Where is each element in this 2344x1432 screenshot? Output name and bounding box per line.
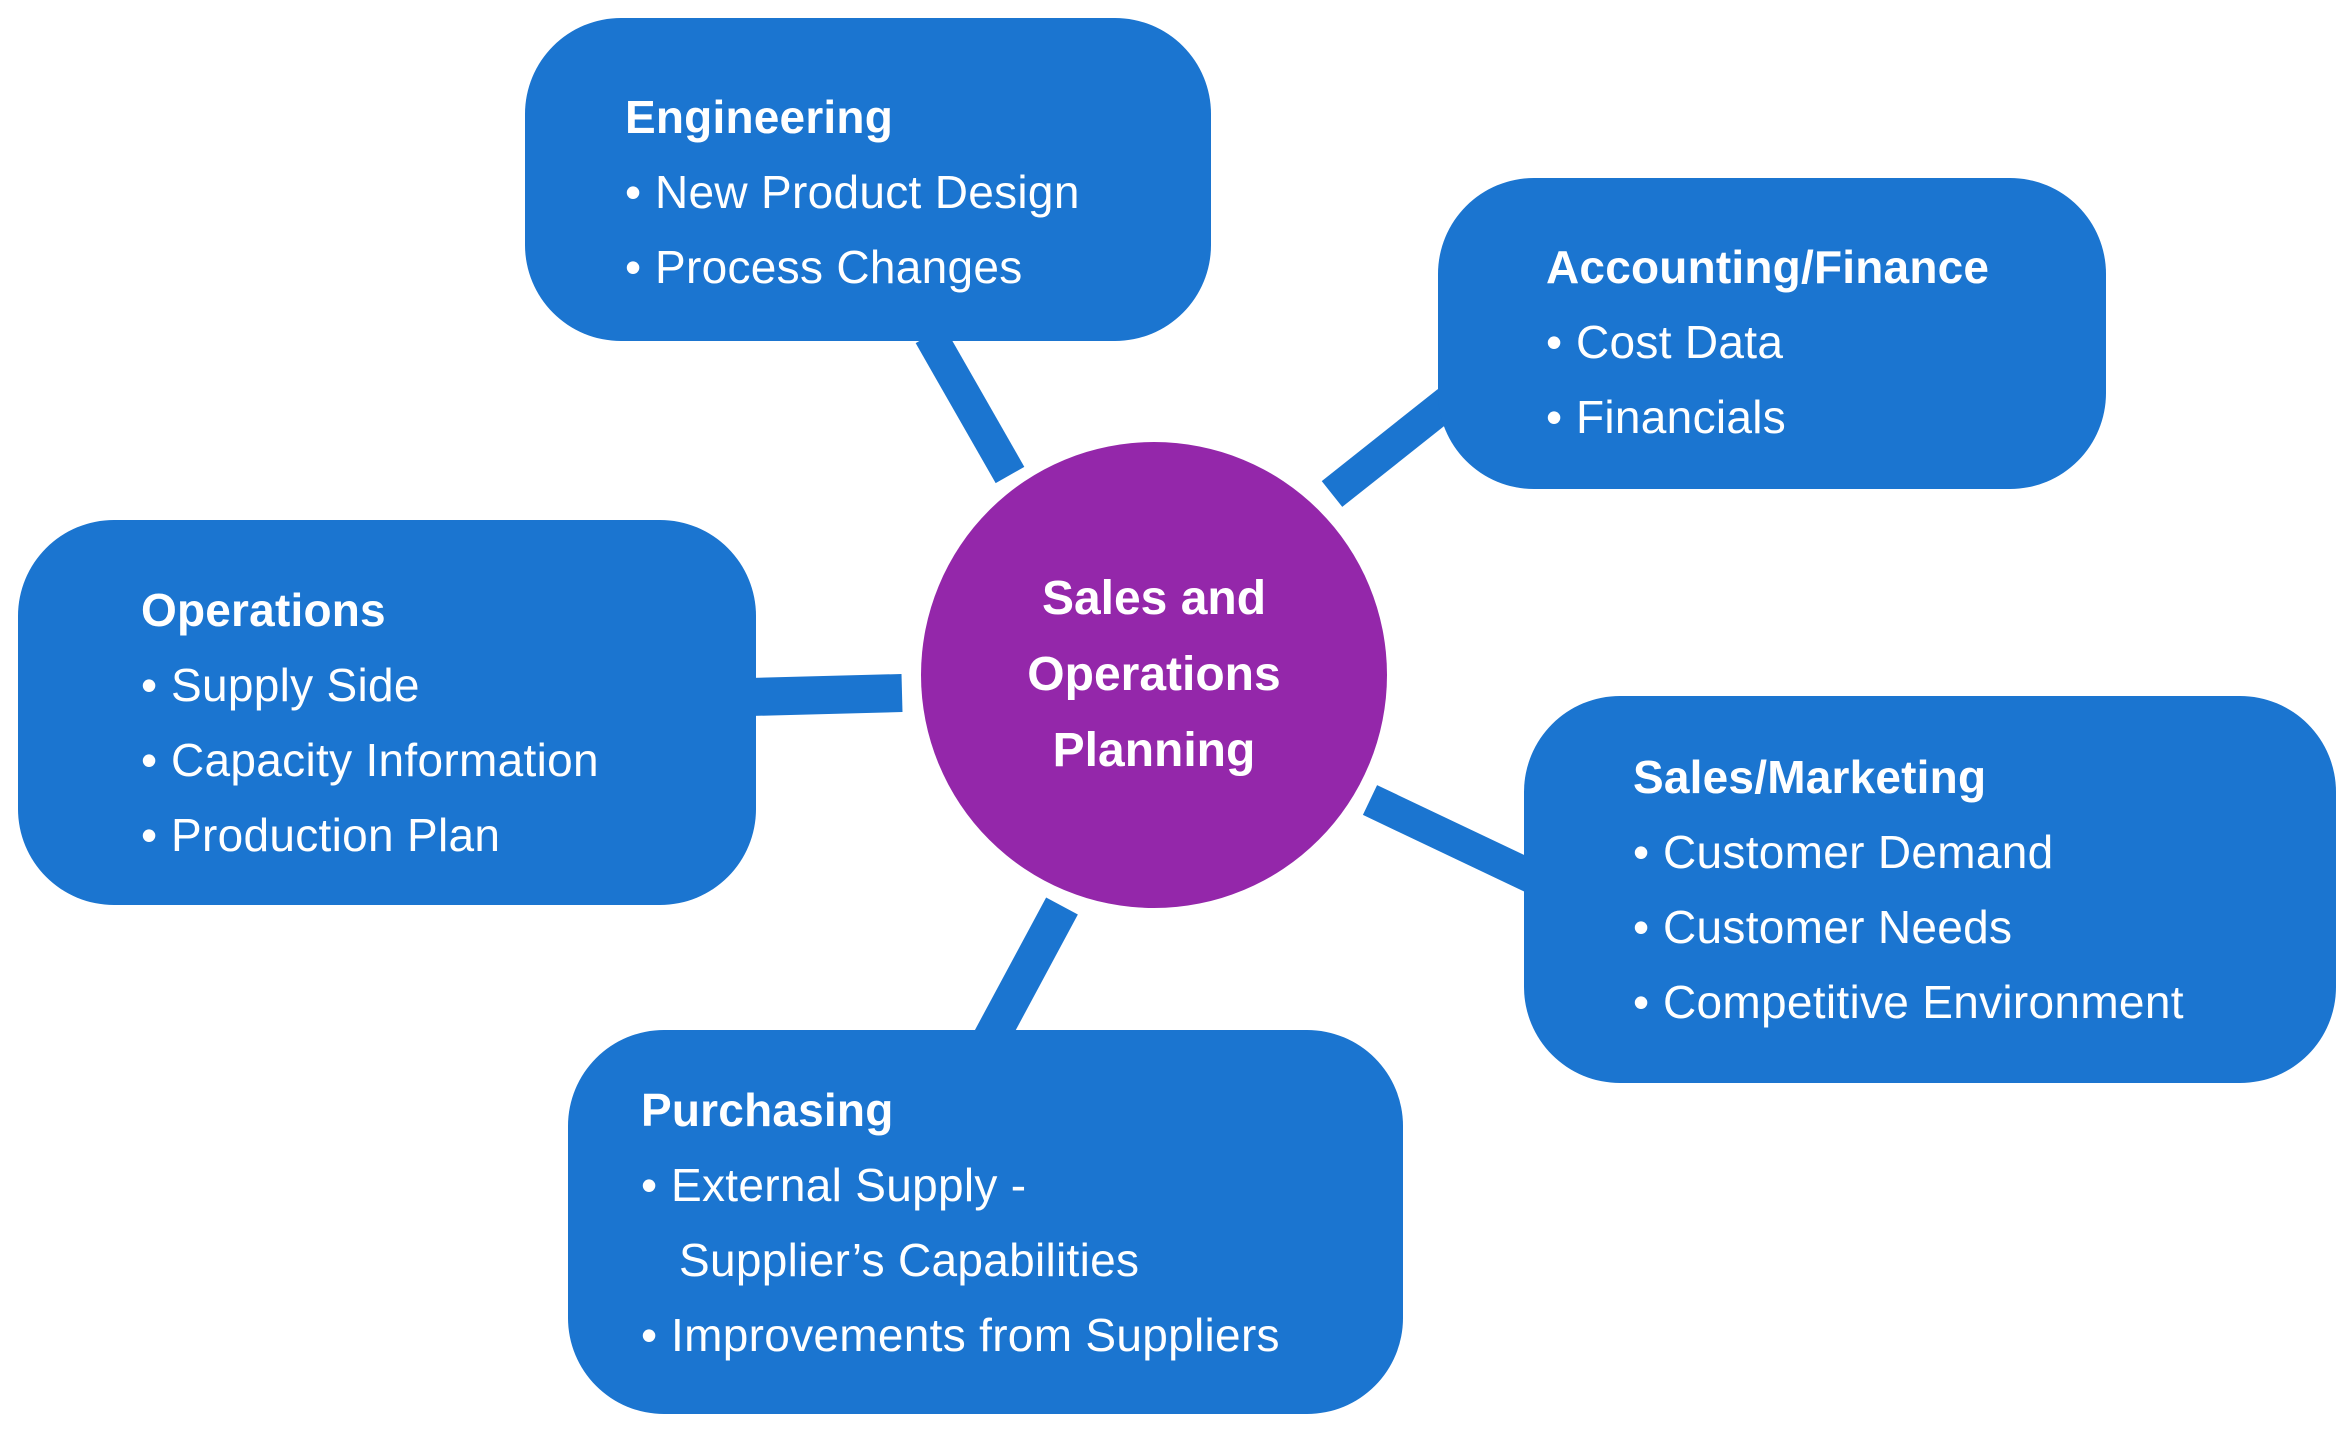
bullet-icon: •	[141, 659, 158, 711]
list-item-text: Customer Demand	[1663, 826, 2054, 878]
node-engineering: Engineering • New Product Design • Process…	[525, 18, 1211, 341]
list-item-text: New Product Design	[655, 166, 1080, 218]
list-item-text: External Supply -	[671, 1159, 1027, 1211]
bullet-icon: •	[641, 1309, 658, 1361]
list-item-text: Improvements from Suppliers	[671, 1309, 1280, 1361]
node-title: Sales/Marketing	[1633, 751, 1987, 803]
list-item: • Improvements from Suppliers	[641, 1298, 1403, 1373]
list-item: • Competitive Environment	[1633, 965, 2336, 1040]
list-item-text: Customer Needs	[1663, 901, 2013, 953]
node-item-list: • Customer Demand • Customer Needs • Compet…	[1633, 815, 2336, 1040]
node-sales-marketing: Sales/Marketing • Customer Demand • Custom…	[1524, 696, 2336, 1083]
list-item: • Customer Demand	[1633, 815, 2336, 890]
connector-engineering	[915, 326, 1025, 484]
list-item: • Financials	[1546, 380, 2106, 455]
list-item-text: Competitive Environment	[1663, 976, 2184, 1028]
bullet-icon: •	[1546, 316, 1563, 368]
list-item: • Customer Needs	[1633, 890, 2336, 965]
node-title: Purchasing	[641, 1084, 894, 1136]
list-item: • New Product Design	[625, 155, 1211, 230]
node-title: Engineering	[625, 91, 894, 143]
bullet-icon: •	[141, 809, 158, 861]
bullet-icon: •	[641, 1159, 658, 1211]
list-item-text: Financials	[1576, 391, 1787, 443]
node-item-list: • External Supply - Supplier’s Capabilitie…	[641, 1148, 1403, 1373]
list-item: • Process Changes	[625, 230, 1211, 305]
center-node-sales-and-operations-planning: Sales and Operations Planning	[921, 442, 1387, 908]
list-item-text: Process Changes	[655, 241, 1023, 293]
node-accounting-finance: Accounting/Finance • Cost Data • Financial…	[1438, 178, 2106, 489]
connector-accounting	[1321, 389, 1459, 507]
node-operations: Operations • Supply Side • Capacity Inform…	[18, 520, 756, 905]
list-item: • Production Plan	[141, 798, 756, 873]
list-item: • Supply Side	[141, 648, 756, 723]
bullet-icon: •	[1633, 901, 1650, 953]
list-item-continuation: Supplier’s Capabilities	[679, 1234, 1140, 1286]
bullet-icon: •	[141, 734, 158, 786]
list-item-text: Production Plan	[171, 809, 501, 861]
connector-operations	[749, 674, 903, 716]
list-item: • Cost Data	[1546, 305, 2106, 380]
node-item-list: • Supply Side • Capacity Information • Prod…	[141, 648, 756, 873]
bullet-icon: •	[625, 166, 642, 218]
list-item: • Capacity Information	[141, 723, 756, 798]
connector-sales	[1362, 785, 1540, 892]
bullet-icon: •	[1546, 391, 1563, 443]
center-title: Sales and Operations Planning	[1027, 572, 1281, 777]
list-item-text: Cost Data	[1576, 316, 1784, 368]
bullet-icon: •	[1633, 826, 1650, 878]
node-purchasing: Purchasing • External Supply - Supplier’s …	[568, 1030, 1403, 1414]
connector-purchasing	[974, 897, 1078, 1049]
list-item-text: Capacity Information	[171, 734, 599, 786]
bullet-icon: •	[625, 241, 642, 293]
node-item-list: • New Product Design • Process Changes	[625, 155, 1211, 305]
node-title: Operations	[141, 584, 386, 636]
list-item: • External Supply - Supplier’s Capabilitie…	[641, 1148, 1403, 1298]
node-title: Accounting/Finance	[1546, 241, 1990, 293]
list-item-text: Supply Side	[171, 659, 420, 711]
bullet-icon: •	[1633, 976, 1650, 1028]
node-item-list: • Cost Data • Financials	[1546, 305, 2106, 455]
